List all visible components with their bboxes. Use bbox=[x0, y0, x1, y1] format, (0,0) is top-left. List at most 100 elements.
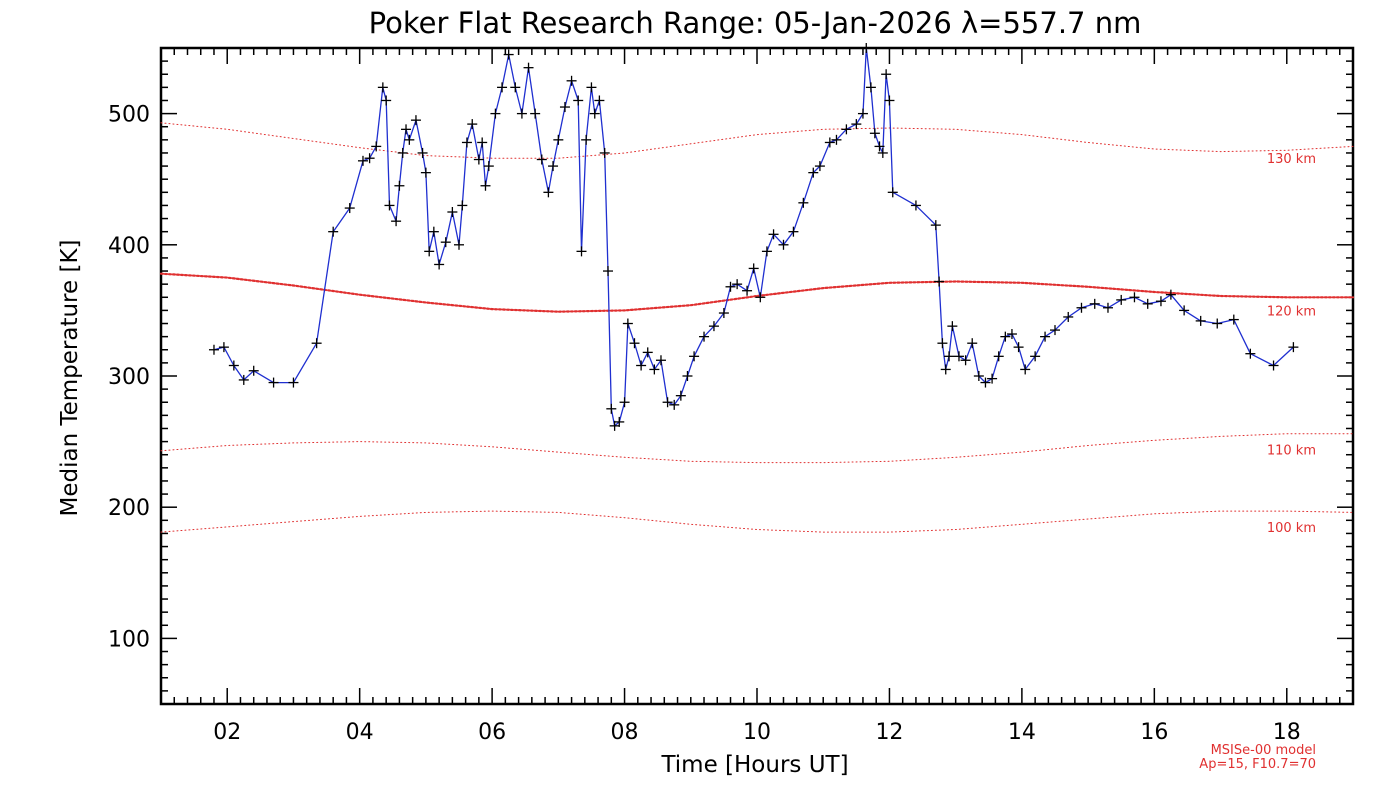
x-tick-label: 16 bbox=[1140, 720, 1168, 745]
data-point bbox=[884, 95, 895, 106]
data-point bbox=[865, 82, 876, 93]
data-point bbox=[1142, 298, 1153, 309]
data-point bbox=[566, 75, 577, 86]
data-point bbox=[940, 364, 951, 375]
model-note-line-2: Ap=15, F10.7=70 bbox=[1199, 757, 1316, 772]
data-point bbox=[1165, 289, 1176, 300]
data-point bbox=[606, 403, 617, 414]
data-point bbox=[960, 355, 971, 366]
data-point bbox=[1228, 314, 1239, 325]
y-tick-label: 200 bbox=[108, 496, 150, 521]
data-point bbox=[824, 137, 835, 148]
data-point bbox=[831, 134, 842, 145]
data-point bbox=[980, 377, 991, 388]
data-point bbox=[708, 321, 719, 332]
data-point bbox=[699, 331, 710, 342]
data-point bbox=[689, 351, 700, 362]
data-point bbox=[1076, 302, 1087, 313]
measurement-series bbox=[208, 43, 1299, 431]
model-label-120-km: 120 km bbox=[1267, 304, 1316, 319]
data-point bbox=[311, 338, 322, 349]
y-axis-tick-labels: 100 200 300 400 500 bbox=[108, 103, 150, 653]
data-point bbox=[788, 226, 799, 237]
data-point bbox=[268, 377, 279, 388]
data-point bbox=[553, 134, 564, 145]
data-point bbox=[381, 95, 392, 106]
data-point bbox=[934, 276, 945, 287]
data-point bbox=[377, 82, 388, 93]
model-label-130-km: 130 km bbox=[1267, 152, 1316, 167]
data-point bbox=[434, 259, 445, 270]
data-point bbox=[851, 119, 862, 130]
data-point bbox=[1129, 292, 1140, 303]
data-point bbox=[987, 373, 998, 384]
data-point bbox=[497, 82, 508, 93]
model-lines bbox=[159, 122, 1355, 533]
data-point bbox=[814, 161, 825, 172]
x-tick-label: 10 bbox=[743, 720, 771, 745]
data-point bbox=[410, 115, 421, 126]
data-point bbox=[428, 226, 439, 237]
data-point bbox=[869, 128, 880, 139]
plot-border bbox=[159, 46, 1355, 706]
model-line-100-km bbox=[160, 510, 1354, 533]
data-point bbox=[1013, 342, 1024, 353]
x-tick-label: 14 bbox=[1008, 720, 1036, 745]
data-point bbox=[238, 374, 249, 385]
data-point bbox=[1063, 311, 1074, 322]
data-point bbox=[662, 397, 673, 408]
data-point bbox=[599, 147, 610, 158]
data-point bbox=[742, 285, 753, 296]
data-point bbox=[947, 321, 958, 332]
data-point bbox=[649, 364, 660, 375]
data-point bbox=[1020, 364, 1031, 375]
data-point bbox=[614, 416, 625, 427]
data-point bbox=[1268, 360, 1279, 371]
data-point bbox=[457, 200, 468, 211]
data-point bbox=[1245, 348, 1256, 359]
data-point bbox=[1116, 294, 1127, 305]
model-note-line-1: MSISe-00 model bbox=[1211, 743, 1316, 758]
data-point bbox=[543, 187, 554, 198]
data-point bbox=[1195, 315, 1206, 326]
plot-frame bbox=[159, 46, 1355, 706]
data-point bbox=[559, 102, 570, 113]
data-point bbox=[594, 95, 605, 106]
model-line-130-km bbox=[160, 122, 1354, 159]
data-point bbox=[1030, 351, 1041, 362]
data-point bbox=[530, 108, 541, 119]
data-point bbox=[467, 119, 478, 130]
data-point bbox=[391, 216, 402, 227]
data-point bbox=[603, 266, 613, 277]
data-point bbox=[1006, 329, 1017, 340]
data-point bbox=[778, 239, 789, 250]
data-point bbox=[589, 108, 600, 119]
data-point bbox=[622, 318, 633, 329]
data-point bbox=[536, 154, 547, 165]
data-point bbox=[944, 351, 955, 362]
data-point bbox=[655, 355, 666, 366]
x-axis-ticks bbox=[160, 48, 1354, 704]
data-point bbox=[328, 226, 339, 237]
x-tick-label: 08 bbox=[611, 720, 639, 745]
data-point bbox=[881, 69, 892, 80]
data-point bbox=[364, 153, 375, 164]
data-point bbox=[636, 360, 647, 371]
data-point bbox=[877, 147, 888, 158]
data-point bbox=[993, 351, 1004, 362]
data-point bbox=[732, 279, 743, 290]
data-point bbox=[288, 377, 299, 388]
data-point bbox=[1179, 305, 1190, 316]
data-point bbox=[1212, 318, 1223, 329]
data-point bbox=[473, 154, 484, 165]
data-point bbox=[586, 82, 597, 93]
model-label-110-km: 110 km bbox=[1267, 443, 1316, 458]
data-point bbox=[1102, 302, 1113, 313]
data-point bbox=[516, 108, 527, 119]
data-point bbox=[953, 351, 964, 362]
data-point bbox=[967, 338, 978, 349]
data-point bbox=[887, 187, 898, 198]
data-point bbox=[483, 161, 494, 172]
data-point bbox=[401, 124, 412, 135]
x-tick-label: 12 bbox=[875, 720, 903, 745]
